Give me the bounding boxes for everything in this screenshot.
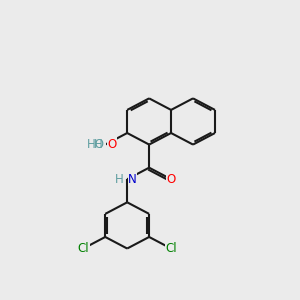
Text: H: H	[94, 138, 103, 151]
Text: H: H	[115, 173, 124, 186]
Text: HO: HO	[87, 138, 105, 151]
Text: Cl: Cl	[77, 242, 89, 255]
Text: Cl: Cl	[165, 242, 177, 255]
Text: O: O	[167, 173, 176, 186]
Text: O: O	[108, 138, 117, 151]
Text: N: N	[128, 173, 137, 186]
